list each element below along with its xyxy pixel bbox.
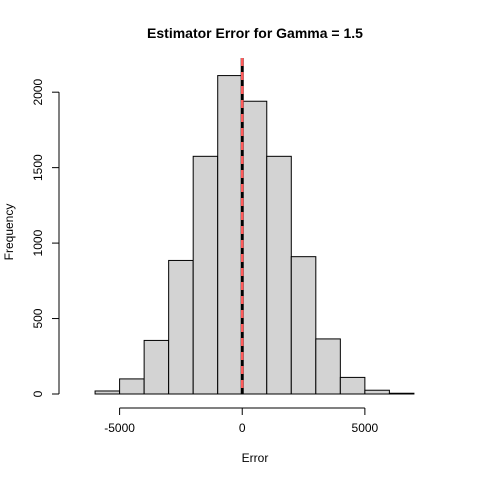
- histogram-bar: [168, 259, 194, 395]
- histogram-bar: [290, 256, 317, 395]
- histogram-bar: [364, 389, 390, 395]
- histogram-bar: [192, 155, 219, 395]
- y-tick-label: 2000: [31, 79, 45, 106]
- y-tick-label: 1000: [31, 229, 45, 256]
- histogram-bar: [339, 376, 366, 395]
- histogram-bar: [119, 378, 145, 395]
- histogram-bar: [143, 339, 170, 395]
- histogram-bars: [94, 75, 415, 395]
- histogram-bar: [315, 338, 341, 395]
- y-tick-label: 1500: [31, 154, 45, 181]
- histogram-bar: [266, 155, 292, 395]
- x-axis-label: Error: [242, 451, 269, 465]
- histogram-bar: [388, 392, 415, 395]
- y-tick-label: 500: [31, 308, 45, 328]
- histogram-bar: [94, 390, 121, 395]
- chart-title: Estimator Error for Gamma = 1.5: [147, 25, 363, 41]
- x-tick-label: -5000: [104, 421, 135, 435]
- y-axis: 0 500 1000 1500 2000: [31, 79, 60, 397]
- x-tick-label: 5000: [352, 421, 379, 435]
- histogram-bar: [217, 75, 243, 395]
- y-axis-label: Frequency: [2, 204, 16, 261]
- histogram-bar: [241, 100, 268, 395]
- x-tick-label: 0: [239, 421, 246, 435]
- x-axis: -5000 0 5000: [104, 407, 379, 435]
- y-tick-label: 0: [31, 390, 45, 397]
